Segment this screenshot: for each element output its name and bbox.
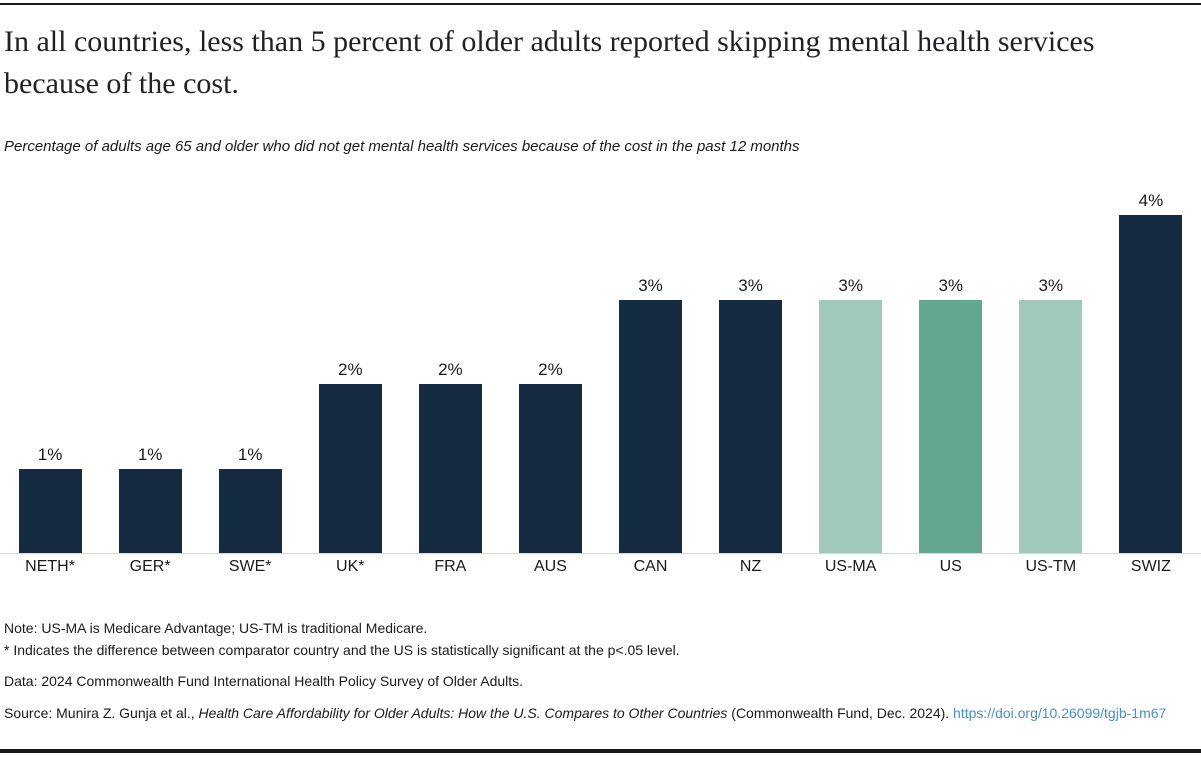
bar-value-label: 1% [37,444,63,464]
bar-slot-uk: 2% [300,0,400,553]
page-title: In all countries, less than 5 percent of… [4,25,1095,100]
bar-slot-fra: 2% [400,0,500,553]
chart: 1% 1% 1% 2% 2% 2% 3% 3% 3% 3% 3% 4% [0,0,1201,553]
bar [819,299,883,553]
x-axis-row: NETH* GER* SWE* UK* FRA AUS CAN NZ US-MA US US-TM S… [0,558,1201,576]
bar-value-label: 3% [738,275,763,295]
notes-block: Note: US-MA is Medicare Advantage; US-TM… [4,617,1184,661]
x-axis-line [0,553,1201,554]
bar [518,384,582,553]
bar [218,468,282,553]
bar-slot-swe: 1% [200,0,300,553]
x-axis-label: FRA [434,558,467,575]
bar-slot-nz: 3% [701,0,801,553]
bar-value-label: 3% [1038,275,1064,295]
bar-slot-aus: 2% [500,0,600,553]
source-doi-link[interactable]: https://doi.org/10.26099/tgjb-1m67 [953,705,1167,721]
x-axis-label: US [939,558,962,575]
bar [619,299,682,553]
data-line: Data: 2024 Commonwealth Fund Internation… [4,673,524,689]
x-axis-label: UK* [336,558,365,575]
bar-slot-ger: 1% [100,0,200,553]
x-axis-label: NZ [739,558,762,575]
bar-slot-swiz: 4% [1101,0,1201,553]
source-suffix: (Commonwealth Fund, Dec. 2024). [727,705,954,721]
x-axis-label: AUS [533,558,567,575]
x-axis-label: CAN [633,558,668,575]
bar-slot-us: 3% [901,0,1001,553]
source-prefix: Source: Munira Z. Gunja et al., [4,705,199,721]
x-axis-label: SWE* [228,558,272,575]
bar-value-label: 2% [438,360,463,379]
bar-value-label: 1% [137,444,163,464]
bar-value-label: 3% [838,275,863,295]
bar [118,468,182,553]
bar-value-label: 4% [1138,191,1164,210]
bar [18,468,82,553]
x-axis-label: GER* [129,558,171,575]
x-axis-label: US-MA [824,558,877,575]
bar [1019,299,1083,553]
bar [1119,215,1183,553]
bar-slot-us-tm: 3% [1001,0,1101,553]
source-line: Source: Munira Z. Gunja et al., Health C… [4,705,1194,721]
chart-region: 1% 1% 1% 2% 2% 2% 3% 3% 3% 3% 3% 4% [0,190,1201,590]
bar-slot-us-ma: 3% [801,0,901,553]
note-line-1: Note: US-MA is Medicare Advantage; US-TM… [4,620,428,636]
bar-slot-neth: 1% [0,0,100,553]
x-axis-label: US-TM [1025,558,1077,575]
x-axis-label: SWIZ [1130,558,1171,575]
note-line-2: * Indicates the difference between compa… [4,642,680,658]
bar-slot-can: 3% [600,0,700,553]
bar-value-label: 3% [938,275,964,295]
bar [418,384,482,553]
bar [719,299,783,553]
bar [919,299,983,553]
bar-value-label: 3% [638,275,663,295]
bar [318,384,382,553]
bar-value-label: 2% [538,360,563,379]
top-rule [0,3,1201,5]
bottom-rule [0,749,1201,753]
source-report-title: Health Care Affordability for Older Adul… [198,705,728,721]
bar-value-label: 2% [337,360,363,379]
chart-subtitle: Percentage of adults age 65 and older wh… [4,138,800,155]
bar-value-label: 1% [237,444,263,464]
x-axis-label: NETH* [25,558,75,575]
